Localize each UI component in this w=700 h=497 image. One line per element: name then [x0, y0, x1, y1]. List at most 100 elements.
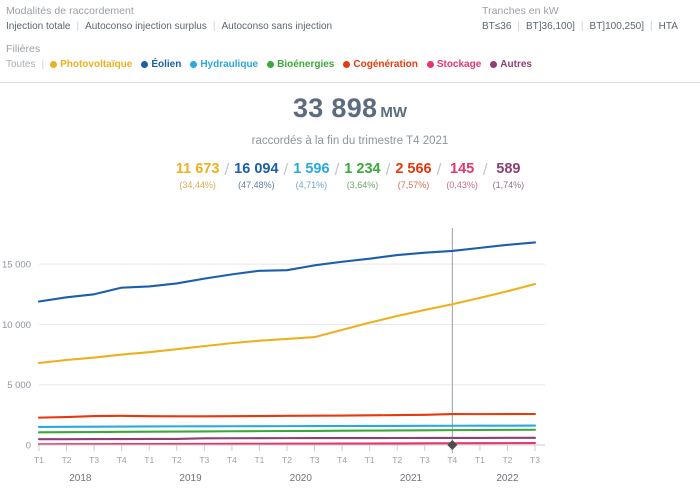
- kpi-cell-value: 2 566: [395, 161, 432, 177]
- legend-color-dot-hydraulique: [190, 61, 198, 68]
- x-axis-quarter-label: T2: [172, 455, 182, 465]
- filter-option-hta[interactable]: HTA: [658, 21, 678, 32]
- filter-options-raccordement: Injection totale | Autoconso injection s…: [6, 20, 332, 33]
- x-axis-year-label: 2021: [400, 473, 423, 484]
- filter-option-bt-100-250[interactable]: BT]100,250]: [589, 21, 645, 32]
- legend-color-dot-eolien: [141, 61, 149, 68]
- kpi-separator: /: [334, 160, 340, 179]
- x-axis-quarter-label: T1: [475, 455, 485, 465]
- kpi-separator: /: [283, 160, 289, 179]
- kpi-separator: /: [436, 160, 442, 179]
- kpi-cell: 589 (1,74%): [489, 161, 529, 192]
- kpi-separator: /: [482, 160, 488, 179]
- kpi-cell: 1 596 (4,71%): [289, 161, 333, 192]
- legend-color-dot-photovoltaique: [50, 61, 58, 68]
- filter-option-autoconso-sans-injection[interactable]: Autoconso sans injection: [221, 21, 333, 32]
- kpi-panel: 33 898 MW raccordés à la fin du trimestre…: [0, 92, 700, 192]
- chart-series-line: [37, 412, 537, 419]
- kpi-separator: /: [224, 160, 230, 179]
- filter-title-tranches: Tranches en kW: [482, 5, 559, 17]
- kpi-cell: 16 094 (47,48%): [230, 161, 282, 192]
- legend-color-dot-bioenergies: [267, 61, 275, 68]
- legend-color-dot-cogeneration: [343, 61, 351, 68]
- kpi-cell-percentage: (0,43%): [446, 180, 478, 190]
- filter-option-bt-36-100[interactable]: BT]36,100]: [526, 21, 575, 32]
- filter-group-filieres: Filières Toutes | Photovoltaïque Éolien …: [6, 42, 541, 71]
- legend-item-photovoltaique[interactable]: Photovoltaïque: [50, 58, 132, 71]
- y-axis-tick-label: 15 000: [2, 260, 31, 271]
- filter-separator: |: [517, 21, 520, 32]
- kpi-cell-percentage: (47,48%): [238, 180, 275, 190]
- filter-separator: |: [76, 21, 80, 32]
- x-axis-quarter-label: T3: [420, 455, 430, 465]
- legend-item-hydraulique[interactable]: Hydraulique: [190, 58, 258, 71]
- x-axis-quarter-label: T3: [199, 455, 209, 465]
- x-axis-quarter-label: T4: [117, 455, 127, 465]
- kpi-cell-value: 1 596: [293, 161, 330, 177]
- legend-label-cogeneration: Cogénération: [353, 59, 418, 70]
- legend-color-dot-stockage: [426, 61, 434, 68]
- legend-label-bioenergies: Bioénergies: [277, 59, 335, 70]
- legend-item-bioenergies[interactable]: Bioénergies: [267, 58, 334, 71]
- kpi-cell-value: 589: [496, 161, 521, 177]
- y-axis-tick-label: 10 000: [2, 320, 31, 331]
- legend-item-autres[interactable]: Autres: [490, 58, 532, 71]
- x-axis-quarter-label: T4: [337, 455, 347, 465]
- x-axis-quarter-label: T2: [502, 455, 512, 465]
- filters-header: Modalités de raccordement Injection tota…: [0, 0, 700, 83]
- chart-series-line: [37, 436, 537, 441]
- x-axis-quarter-label: T1: [144, 455, 154, 465]
- kpi-total-value-row: 33 898 MW: [0, 92, 700, 129]
- filter-options-tranches: BT≤36 | BT]36,100] | BT]100,250] | HTA: [482, 20, 678, 33]
- x-axis-quarter-label: T1: [365, 455, 375, 465]
- y-axis-tick-label: 5 000: [7, 380, 31, 391]
- x-axis-quarter-label: T2: [62, 455, 72, 465]
- x-axis-quarter-label: T3: [89, 455, 99, 465]
- kpi-separator: /: [385, 160, 391, 179]
- kpi-cell-percentage: (7,57%): [397, 180, 430, 190]
- kpi-cell-percentage: (3,64%): [346, 180, 379, 190]
- kpi-cell: 2 566 (7,57%): [391, 161, 435, 192]
- x-axis-quarter-label: T2: [392, 455, 402, 465]
- legend-label-eolien: Éolien: [151, 59, 182, 70]
- filter-separator: |: [212, 21, 216, 32]
- x-axis-quarter-label: T1: [34, 455, 44, 465]
- kpi-cell-percentage: (1,74%): [492, 180, 525, 190]
- kpi-cell: 1 234 (3,64%): [340, 161, 384, 192]
- chart-legend: Toutes | Photovoltaïque Éolien Hydrauliq…: [6, 58, 541, 71]
- filter-group-tranches: Tranches en kW BT≤36 | BT]36,100] | BT]1…: [482, 4, 678, 33]
- x-axis-quarter-label: T2: [282, 455, 292, 465]
- chart-canvas[interactable]: 0 5 000 10 000 15 000 T1 T2 T3 T4 2018 T1 T2 T3 T4 20…: [0, 228, 700, 497]
- legend-item-stockage[interactable]: Stockage: [426, 58, 482, 71]
- filter-option-bt-36[interactable]: BT≤36: [482, 21, 512, 32]
- x-axis-quarter-label: T4: [227, 455, 237, 465]
- legend-item-cogeneration[interactable]: Cogénération: [343, 58, 418, 71]
- chart-series-line: [37, 424, 537, 428]
- x-axis-year-label: 2018: [69, 473, 92, 484]
- legend-label-stockage: Stockage: [436, 59, 482, 70]
- x-axis-quarter-label: T4: [447, 455, 457, 465]
- x-axis-year-label: 2022: [496, 473, 519, 484]
- filter-separator: |: [580, 21, 584, 32]
- kpi-cell-value: 16 094: [234, 161, 279, 177]
- chart-quarter-marker-diamond[interactable]: [447, 440, 458, 450]
- timeseries-chart: 0 5 000 10 000 15 000 T1 T2 T3 T4 2018 T1 T2 T3 T4 20…: [0, 228, 700, 497]
- legend-item-eolien[interactable]: Éolien: [141, 58, 181, 71]
- filter-option-injection-totale[interactable]: Injection totale: [6, 21, 71, 32]
- filter-option-autoconso-injection-surplus[interactable]: Autoconso injection surplus: [85, 21, 207, 32]
- x-axis-quarter-label: T3: [310, 455, 320, 465]
- kpi-breakdown-row: 11 673 (34,44%)/16 094 (47,48%)/1 596 (4,71…: [0, 161, 700, 192]
- chart-series-line: [37, 241, 537, 303]
- kpi-cell-percentage: (34,44%): [179, 180, 216, 190]
- filter-option-toutes[interactable]: Toutes: [6, 59, 36, 70]
- kpi-cell-value: 1 234: [344, 161, 381, 177]
- kpi-cell: 11 673 (34,44%): [172, 161, 224, 192]
- x-axis-year-label: 2019: [179, 473, 202, 484]
- filter-title-filieres: Filières: [6, 43, 41, 55]
- kpi-subtitle: raccordés à la fin du trimestre T4 2021: [251, 135, 449, 147]
- x-axis-quarter-label: T3: [530, 455, 540, 465]
- filter-group-raccordement: Modalités de raccordement Injection tota…: [6, 4, 332, 33]
- x-axis-year-label: 2020: [290, 473, 313, 484]
- chart-series-line: [37, 442, 537, 446]
